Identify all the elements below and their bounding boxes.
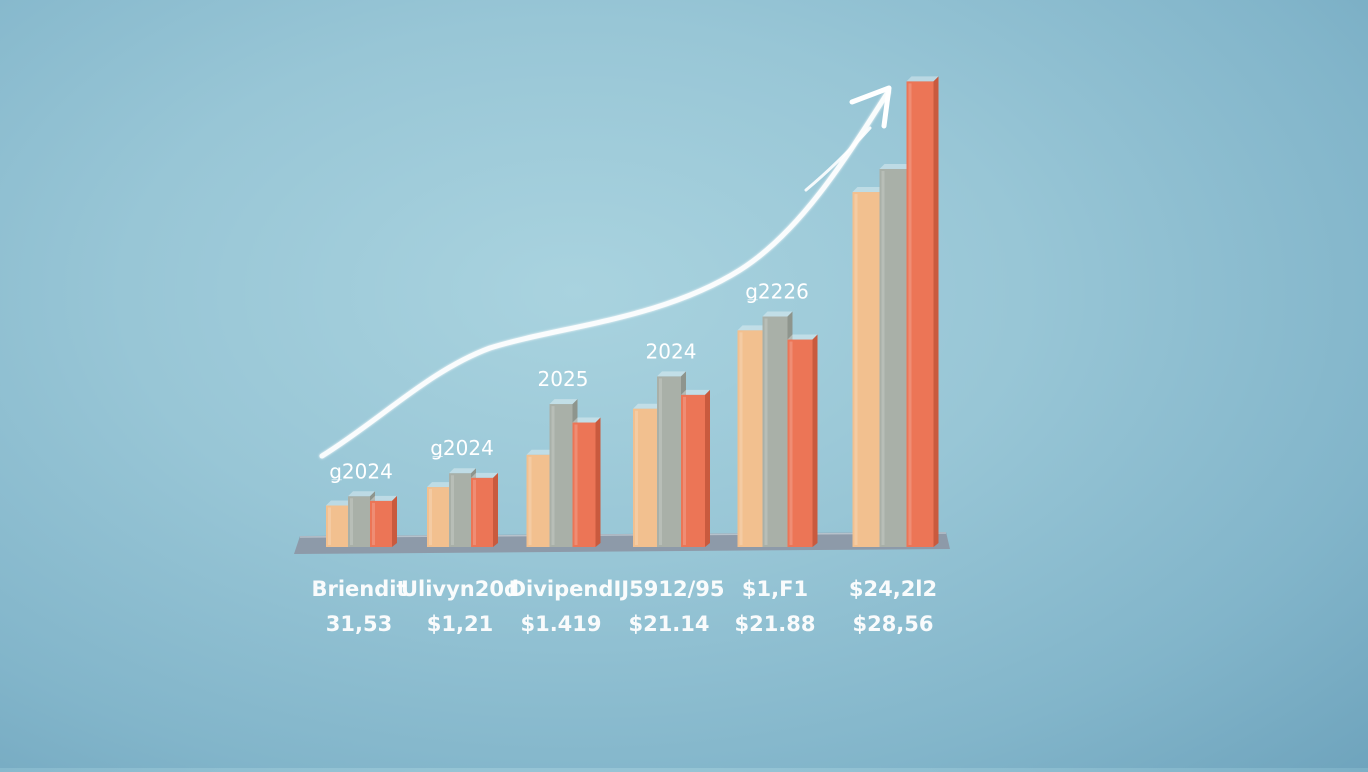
value-label-2: $1.419 [520,612,601,636]
bar-top-face [657,371,686,377]
trend-arrow-head [849,85,892,129]
bar-highlight [473,479,476,545]
value-label-4: $21.88 [734,612,815,636]
year-label-0: ǥ2024 [329,459,393,483]
bar-highlight [764,318,768,545]
bar-highlight [350,498,353,545]
year-label-1: ǥ2024 [430,436,494,460]
bar-front-face [471,477,493,547]
bar-top-face [762,311,793,317]
chart-base-edge [299,532,947,538]
bar-0-series-2 [370,495,397,547]
bar-side-face [595,417,601,547]
bar-side-face [933,76,939,547]
bar-front-face [326,505,348,547]
bar-top-face [787,334,818,340]
bar-top-face [737,325,768,331]
value-label-3: $21.14 [628,612,709,636]
bar-highlight [528,456,532,545]
bar-top-face [427,482,454,488]
bar-top-face [852,187,885,193]
bar-front-face [787,339,813,547]
value-label-1: $1,21 [427,612,493,636]
bar-front-face [681,394,705,547]
bar-front-face [549,404,573,547]
trend-arrow-line [319,89,891,459]
bar-highlight [328,507,331,545]
bar-2-series-2 [572,417,601,547]
bar-top-face [370,495,397,501]
bar-highlight [683,396,686,545]
year-label-2: 2025 [538,367,589,391]
bar-highlight [635,410,638,545]
bar-highlight [908,83,912,545]
bar-1-series-2 [471,472,498,547]
bar-front-face [633,408,657,547]
category-label-2: Divipend [509,577,614,601]
bar-5-series-2 [906,76,939,547]
category-label-0: Briendit [311,577,406,601]
bar-front-face [737,330,763,547]
bar-front-face [348,496,370,547]
bar-front-face [526,454,550,547]
bar-4-series-2 [787,334,818,547]
bar-top-face [471,472,498,478]
bar-front-face [572,422,596,547]
bar-front-face [657,376,681,547]
bar-front-face [449,473,471,547]
year-label-3: 2024 [646,339,697,363]
bar-side-face [705,389,710,547]
bar-top-face [348,491,375,497]
bar-highlight [372,502,375,545]
bar-3-series-2 [681,389,710,547]
bar-top-face [879,163,912,169]
bar-top-face [906,76,939,82]
category-label-4: $1,F1 [742,577,808,601]
bar-side-face [812,334,818,547]
bar-top-face [549,399,578,405]
bar-front-face [370,500,392,547]
category-label-3: Ĳ5912/95 [614,577,725,601]
bar-highlight [881,170,885,546]
bar-highlight [789,341,793,545]
bar-side-face [493,472,498,547]
value-label-0: 31,53 [326,612,392,636]
bar-highlight [451,475,454,545]
bar-highlight [551,406,555,545]
bar-highlight [854,194,858,545]
bar-front-face [427,487,449,547]
bar-side-face [392,495,397,547]
bar-top-face [681,389,710,395]
bar-top-face [449,468,476,474]
bar-5-series-0 [852,187,885,547]
category-label-1: Ulivyn20d [401,577,519,601]
bar-top-face [572,417,601,423]
value-label-5: $28,56 [852,612,933,636]
year-label-4: ǥ2226 [745,280,809,304]
bar-top-face [633,403,662,409]
bar-top-face [326,500,353,506]
bar-highlight [574,424,578,545]
bar-front-face [852,192,880,547]
bar-highlight [739,332,743,545]
trend-arrow-accent [804,126,872,192]
category-label-5: $24,2l2 [849,577,937,601]
bar-front-face [906,81,934,547]
bar-highlight [659,378,662,545]
bar-top-face [526,449,555,455]
bar-highlight [429,489,432,545]
bar-front-face [762,316,788,547]
bar-front-face [879,168,907,548]
